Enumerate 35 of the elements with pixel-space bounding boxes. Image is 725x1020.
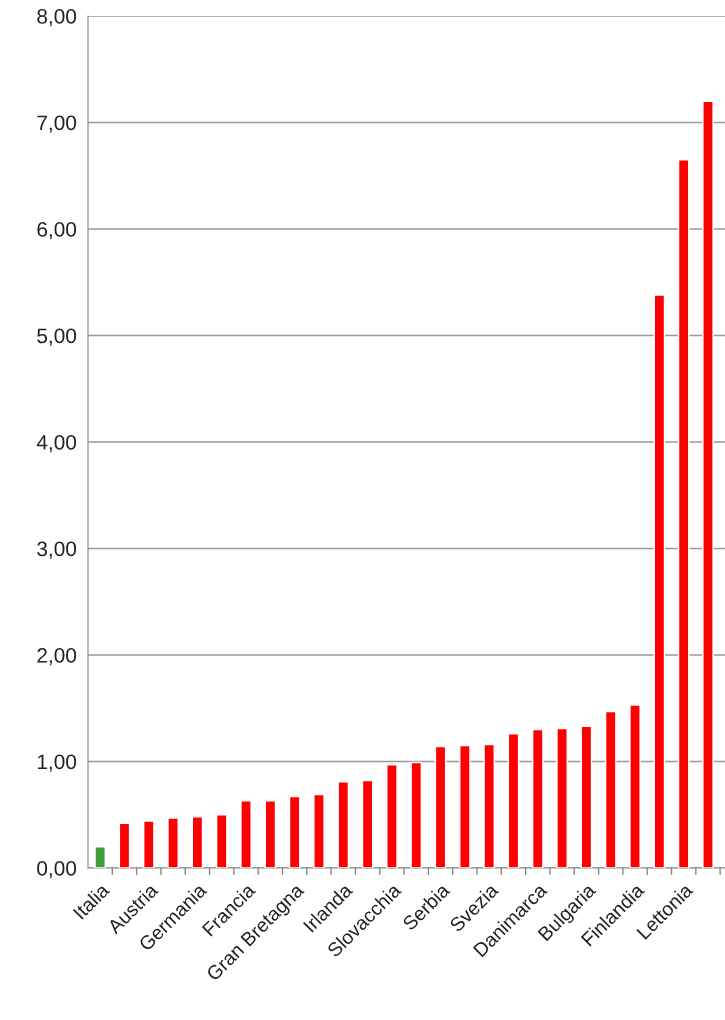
bar (556, 727, 568, 868)
bar (629, 704, 641, 868)
y-tick-label: 1,00 (37, 754, 77, 772)
bar (240, 800, 252, 868)
y-tick-label: 0,00 (37, 861, 77, 879)
bar (410, 761, 423, 868)
y-tick-label: 2,00 (37, 648, 77, 666)
bar (580, 725, 593, 868)
bar (677, 159, 690, 868)
bar (702, 100, 714, 868)
bar (604, 710, 617, 868)
bar (337, 781, 350, 868)
y-tick-label: 7,00 (37, 115, 77, 133)
bar (531, 728, 544, 868)
y-tick-label: 5,00 (37, 328, 77, 346)
bar (483, 743, 495, 868)
y-tick-label: 6,00 (37, 222, 77, 240)
bar (507, 733, 520, 868)
bar (288, 795, 301, 868)
bar (167, 817, 179, 868)
bar (118, 822, 131, 868)
bar (313, 793, 325, 868)
y-tick-label: 4,00 (36, 435, 77, 453)
bar (653, 294, 666, 868)
y-tick-label: 3,00 (37, 541, 77, 559)
bar (264, 800, 277, 868)
bar (142, 820, 155, 868)
bar (191, 816, 204, 868)
y-tick-label: 8,00 (37, 9, 77, 27)
bar (386, 763, 398, 868)
bar (94, 846, 106, 868)
bar (434, 745, 447, 868)
bar (459, 744, 471, 868)
bar (215, 814, 228, 868)
bar (361, 779, 374, 868)
